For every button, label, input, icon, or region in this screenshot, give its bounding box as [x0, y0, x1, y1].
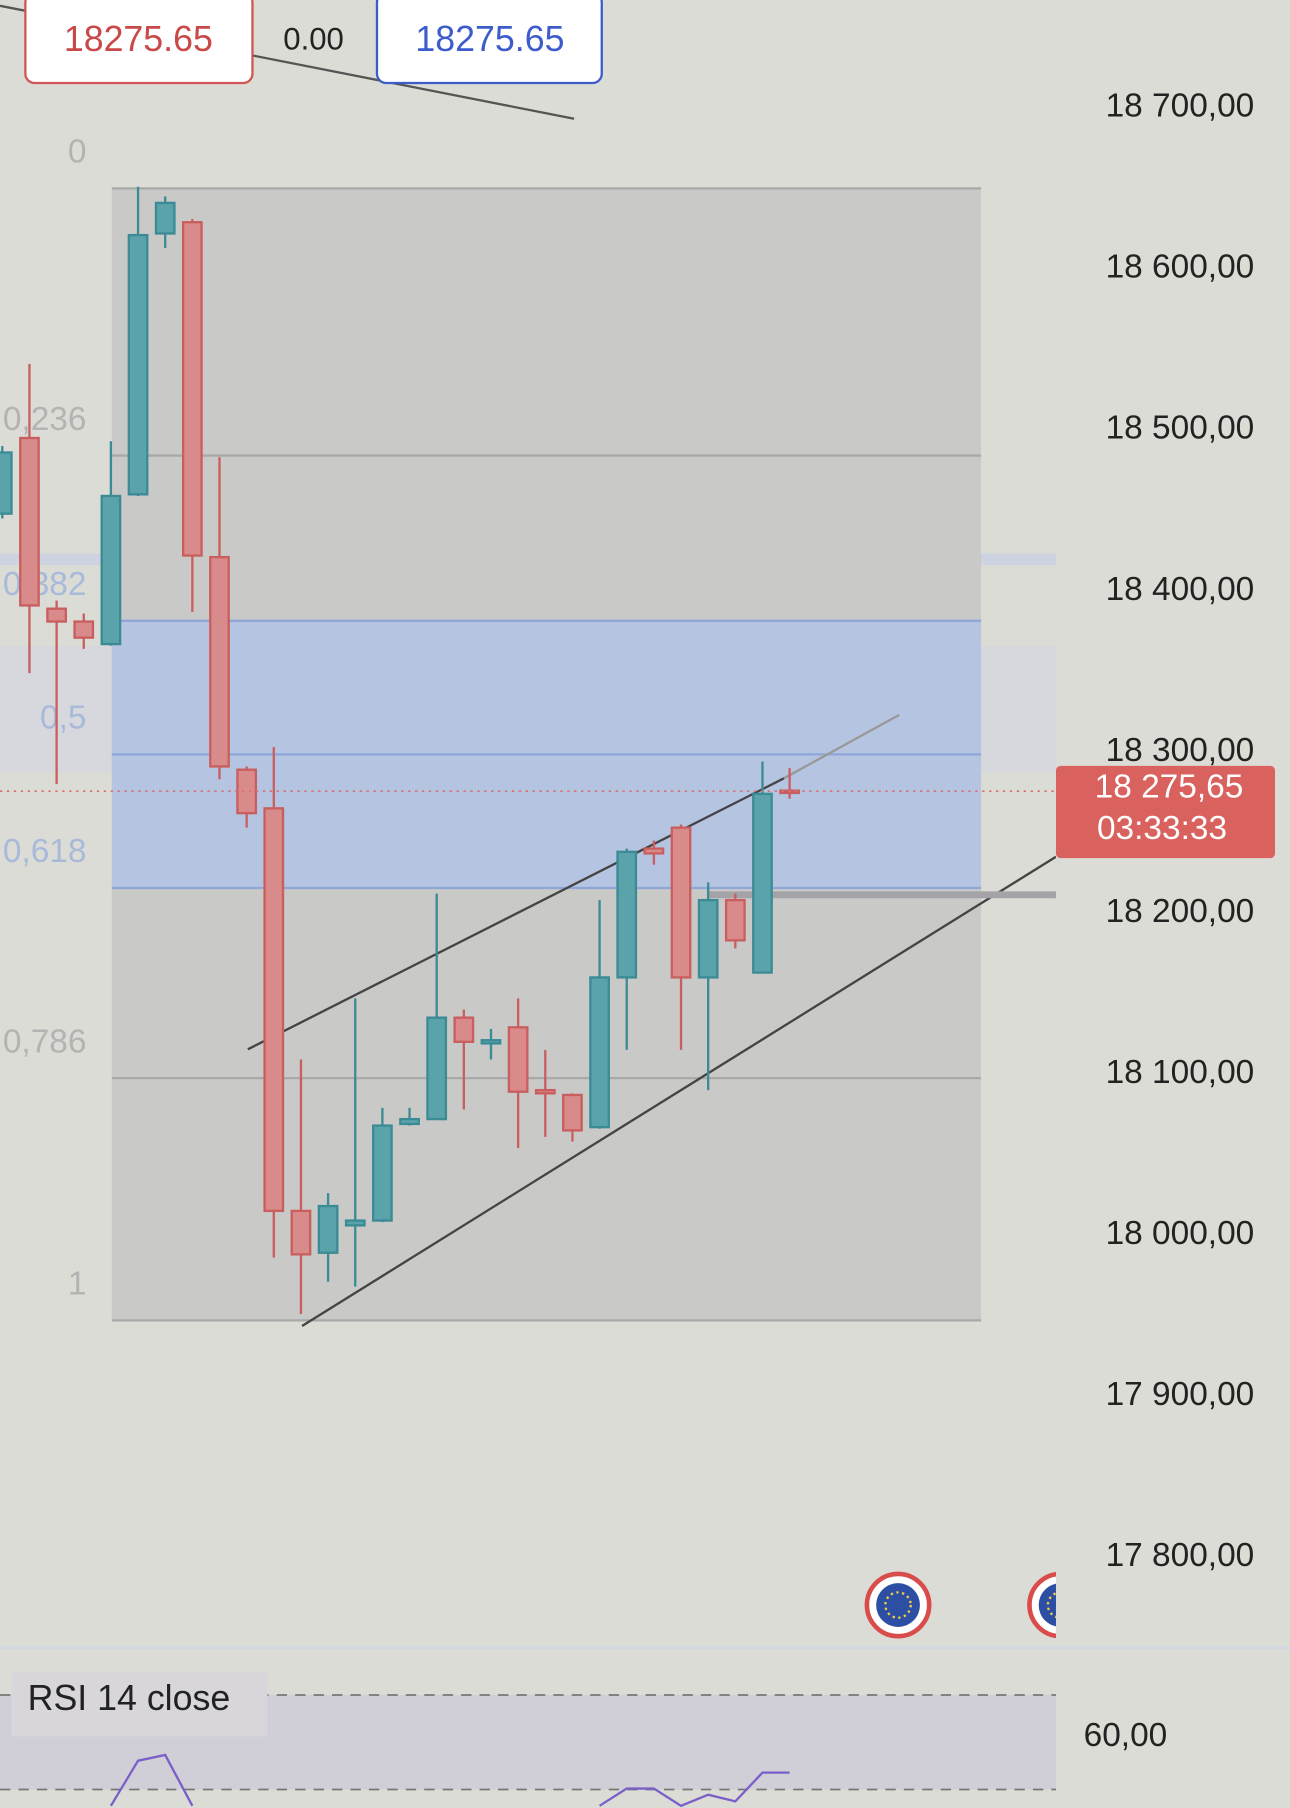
- candle-body: [399, 1117, 420, 1126]
- candle-body: [697, 898, 719, 979]
- last-price-label: 18 275,65: [1095, 769, 1244, 806]
- trend-line: [247, 777, 785, 1051]
- candle-body: [752, 792, 773, 974]
- fib-level-label: 0,236: [3, 401, 87, 438]
- candle-body: [562, 1093, 583, 1132]
- fib-group: 0 0,236 0,382 0,5 0,618 0,786 1: [3, 134, 982, 1322]
- candle-body: [100, 494, 122, 646]
- candle-body: [480, 1039, 502, 1045]
- level-marker: [708, 891, 1056, 899]
- event-icon[interactable]: [864, 1571, 932, 1639]
- y-tick-label: 18 100,00: [1106, 1054, 1255, 1091]
- candle-body: [616, 850, 638, 979]
- y-tick-label: 18 200,00: [1106, 893, 1255, 930]
- candle-body: [670, 826, 692, 979]
- candle-body: [507, 1026, 529, 1093]
- y-tick-label: 17 800,00: [1106, 1537, 1255, 1574]
- fib-level-label: 1: [68, 1266, 87, 1303]
- y-tick-label: 18 400,00: [1106, 571, 1255, 608]
- candle-body: [589, 976, 610, 1129]
- y-tick-label: 18 500,00: [1106, 410, 1255, 447]
- sell-price[interactable]: 18275.65: [64, 19, 213, 59]
- candle-body: [344, 1219, 366, 1227]
- price-labels: 17 800,00 17 900,00 18 000,00 18 100,00 18 2…: [1055, 88, 1276, 1574]
- sell-button[interactable]: 18275.65: [24, 0, 254, 85]
- candle-body: [181, 221, 203, 557]
- rsi-pane: 60,00: [109, 1717, 1168, 1808]
- candle-body: [453, 1016, 475, 1043]
- candle-body: [263, 807, 285, 1213]
- rsi-title: RSI 14 close: [28, 1678, 231, 1718]
- fib-level-label: 0,618: [3, 833, 87, 870]
- candle-body: [317, 1204, 339, 1254]
- candle-body: [127, 233, 149, 496]
- candle-body: [154, 201, 176, 235]
- fib-level-label: 0,5: [40, 700, 86, 737]
- candle-body: [73, 620, 95, 639]
- spread: 0.00: [283, 22, 344, 57]
- countdown: 03:33:33: [1097, 810, 1227, 847]
- rsi-line: [109, 1753, 790, 1808]
- rsi-tick-label: 60,00: [1084, 1717, 1168, 1754]
- candle-body: [19, 436, 40, 607]
- fib-level-label: 0: [68, 134, 87, 171]
- trend-line: [301, 855, 1057, 1327]
- y-tick-label: 18 700,00: [1106, 88, 1255, 125]
- candles: [0, 186, 1056, 1314]
- rsi-title-box: [11, 1671, 268, 1737]
- candle-body: [534, 1088, 556, 1095]
- buy-button[interactable]: 18275.65: [375, 0, 603, 85]
- y-tick-label: 17 900,00: [1106, 1376, 1255, 1413]
- candle-body: [426, 1016, 448, 1121]
- trend-line: [783, 713, 900, 780]
- y-tick-label: 18 600,00: [1106, 249, 1255, 286]
- candle-body: [209, 555, 230, 768]
- candle-body: [290, 1209, 312, 1256]
- y-tick-label: 18 300,00: [1106, 732, 1255, 769]
- y-tick-label: 18 000,00: [1106, 1215, 1255, 1252]
- candle-body: [236, 768, 258, 815]
- fib-level-label: 0,786: [3, 1023, 87, 1060]
- candle-body: [372, 1124, 393, 1222]
- candle-body: [46, 607, 67, 623]
- last-price-box: [1055, 765, 1276, 859]
- candle-body: [643, 847, 665, 855]
- candle-body: [724, 898, 746, 942]
- buy-price[interactable]: 18275.65: [415, 19, 564, 59]
- candle-body: [0, 451, 13, 515]
- fib-level-label: 0,382: [3, 566, 87, 603]
